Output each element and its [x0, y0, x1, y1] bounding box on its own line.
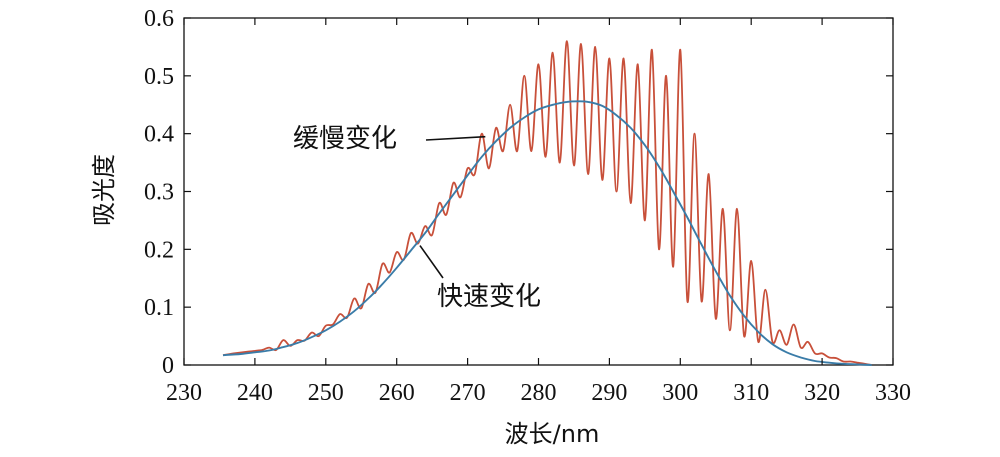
plot-frame [183, 17, 894, 366]
annotation-leader [419, 245, 444, 279]
x-tick-label: 260 [379, 380, 415, 406]
x-tick-label: 320 [804, 380, 840, 406]
x-tick-label: 240 [237, 380, 273, 406]
y-axis-label: 吸光度 [90, 154, 118, 226]
x-tick-label: 290 [591, 380, 627, 406]
annotation-label: 快速变化 [437, 282, 541, 312]
annotation-leader [425, 135, 486, 141]
x-tick-label: 230 [166, 380, 202, 406]
x-tick-label: 310 [733, 380, 769, 406]
x-axis-label: 波长/nm [505, 420, 600, 448]
plot-area [183, 17, 894, 366]
y-tick-label: 0.4 [144, 122, 174, 148]
x-tick-label: 300 [662, 380, 698, 406]
y-tick-label: 0.5 [144, 64, 174, 90]
y-tick-label: 0.2 [144, 237, 174, 263]
x-tick-label: 330 [875, 380, 911, 406]
y-tick-label: 0 [162, 353, 174, 379]
x-tick-label: 270 [450, 380, 486, 406]
y-tick-label: 0.3 [144, 180, 174, 206]
series-line-1 [222, 100, 872, 366]
series-layer [222, 40, 872, 366]
y-tick-label: 0.1 [144, 295, 174, 321]
x-tick-label: 250 [308, 380, 344, 406]
x-tick-label: 280 [521, 380, 557, 406]
series-line-0 [222, 40, 872, 366]
axis-ticks: 230 240 250 260 270 280 290 300 310 320 330 0 0.1 0.2… [144, 6, 911, 406]
y-tick-label: 0.6 [144, 6, 174, 32]
annotation-label: 缓慢变化 [293, 124, 397, 154]
